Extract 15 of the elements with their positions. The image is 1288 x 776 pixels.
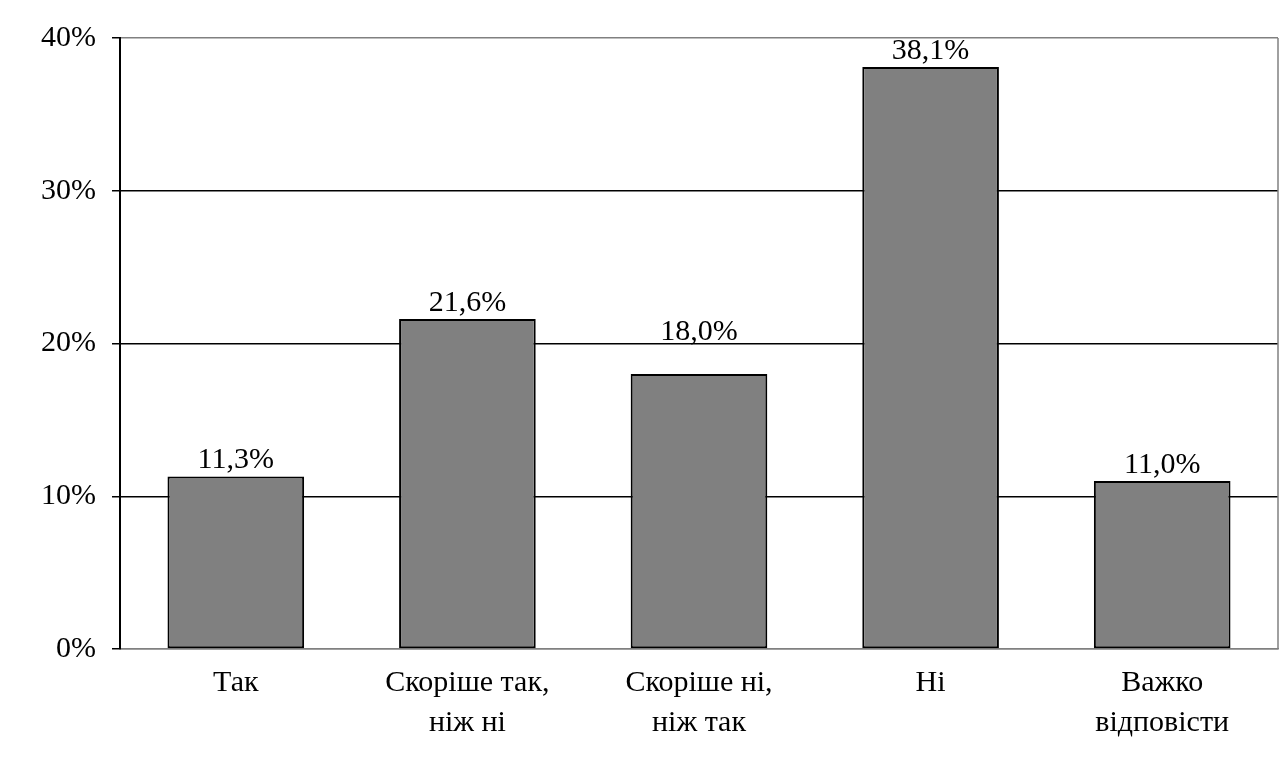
- x-tick-label: Ні: [915, 663, 946, 697]
- data-label: 11,0%: [1124, 445, 1201, 479]
- data-label: 18,0%: [660, 312, 738, 346]
- x-tick-label: Так: [213, 663, 259, 697]
- data-label: 21,6%: [428, 284, 507, 318]
- x-tick-label: Важко відповісти: [1095, 663, 1230, 737]
- y-tick-label: 40%: [41, 18, 96, 52]
- y-tick-label: 20%: [41, 324, 96, 358]
- y-tick-label: 0%: [56, 629, 96, 663]
- y-tick-label: 30%: [41, 171, 96, 205]
- y-tick-label: 10%: [41, 477, 96, 511]
- x-tick-label: Скоріше так, ніж ні: [385, 663, 550, 737]
- x-tick-label: Скоріше ні, ніж так: [625, 663, 773, 737]
- data-label: 11,3%: [197, 441, 274, 475]
- data-label: 38,1%: [891, 32, 970, 66]
